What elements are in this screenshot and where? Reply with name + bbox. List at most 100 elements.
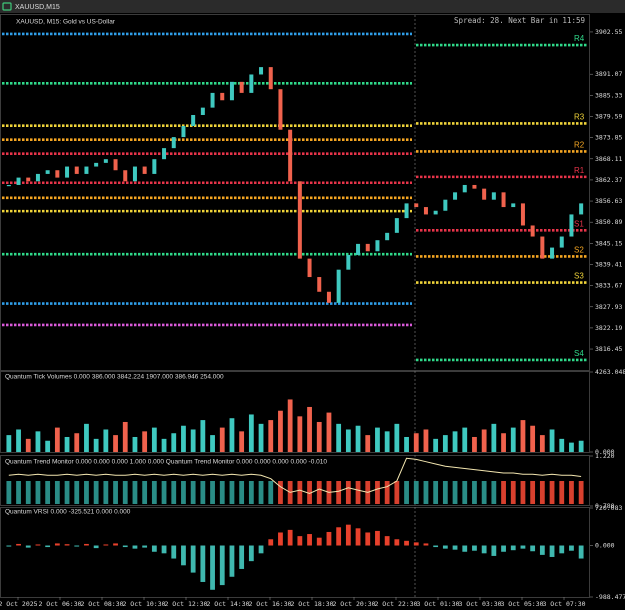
vrsi-bar — [404, 540, 409, 546]
candle — [229, 81, 234, 101]
volume-bar — [151, 427, 157, 452]
volume-bar — [491, 423, 497, 452]
candle — [55, 170, 60, 178]
candle — [336, 269, 341, 303]
trend-line — [8, 457, 582, 495]
volume-bar — [171, 433, 177, 452]
candle — [132, 166, 137, 182]
vrsi-bar — [510, 545, 516, 551]
trend-bar — [181, 481, 186, 504]
candle — [6, 184, 11, 187]
volume-header: Quantum Tick Volumes 0.000 386.000 3842.… — [5, 374, 224, 381]
volume-bar — [248, 414, 254, 452]
vrsi-bar — [355, 528, 361, 546]
trend-bar — [54, 481, 60, 504]
spread-label: Spread: 28. Next Bar in 11:59 — [454, 16, 585, 25]
trend-bar — [413, 481, 419, 504]
trend-bar — [103, 481, 109, 504]
volume-bar — [539, 435, 545, 452]
volume-bar — [84, 423, 89, 452]
trend-bar — [307, 481, 312, 504]
vrsi-bar — [113, 543, 118, 546]
trend-bar — [569, 481, 574, 504]
vrsi-bar — [248, 545, 254, 562]
vrsi-bar — [394, 539, 400, 546]
candle — [162, 148, 167, 160]
trend-bar — [530, 481, 536, 504]
candle — [433, 210, 438, 215]
candle — [326, 291, 331, 303]
trend-bar — [278, 481, 283, 504]
candle — [550, 247, 555, 259]
time-label: 3 Oct 05:30 — [500, 600, 543, 608]
vrsi-bar — [491, 545, 497, 556]
vrsi-bar — [74, 545, 80, 547]
trend-bar — [190, 481, 196, 504]
volume-bar — [569, 442, 574, 452]
candle — [200, 107, 205, 115]
trend-bar — [35, 481, 41, 504]
volume-bar — [287, 399, 293, 452]
vrsi-bar — [6, 545, 12, 547]
volume-bar — [433, 438, 439, 452]
candle — [103, 159, 108, 163]
volume-bar — [316, 421, 322, 452]
trend-bar — [239, 481, 245, 504]
vrsi-bar — [365, 532, 371, 546]
vrsi-header: Quantum VRSI 0.000 -325.521 0.000 0.000 — [5, 509, 131, 516]
vrsi-bar — [93, 545, 99, 549]
candle — [307, 258, 312, 278]
candle — [16, 177, 21, 185]
trend-bar — [268, 481, 274, 504]
trend-bar — [355, 481, 361, 504]
candle — [84, 166, 89, 174]
y-tick-label: 3868.11 — [595, 155, 622, 163]
y-tick-label: 4263.048 — [595, 368, 625, 376]
trend-bar — [501, 481, 506, 504]
trend-bar — [122, 481, 128, 504]
volume-bar — [132, 436, 138, 452]
trend-bar — [258, 481, 264, 504]
time-label: 2 Oct 14:30 — [206, 600, 249, 608]
y-tick-label: 3862.37 — [595, 176, 622, 184]
candle — [453, 192, 458, 200]
trend-bar — [16, 481, 21, 504]
vrsi-bar — [25, 545, 31, 548]
trend-bar — [433, 481, 439, 504]
time-label: 3 Oct 07:30 — [542, 600, 585, 608]
title-bar — [0, 0, 625, 13]
volume-bar — [161, 438, 167, 452]
candle — [317, 277, 322, 292]
level-label: S3 — [574, 272, 584, 281]
y-tick-label: 0.000 — [595, 448, 615, 456]
time-label: 2 Oct 18:30 — [290, 600, 333, 608]
volume-bar — [472, 436, 477, 452]
candle — [45, 170, 50, 174]
candle — [123, 170, 128, 182]
vrsi-bar — [181, 545, 186, 566]
candle — [462, 184, 467, 193]
vrsi-bar — [210, 545, 215, 590]
candle — [443, 199, 448, 211]
vrsi-bar — [336, 527, 342, 546]
trend-bar — [229, 481, 235, 504]
candle — [94, 162, 99, 167]
level-label: R2 — [574, 141, 585, 150]
y-tick-label: 0.000 — [595, 542, 615, 550]
volume-bar — [423, 429, 429, 452]
candle — [404, 203, 409, 219]
vrsi-bar — [132, 545, 138, 549]
candle — [540, 236, 545, 259]
vrsi-bar — [35, 544, 41, 546]
trend-bar — [549, 481, 555, 504]
level-label: S2 — [574, 246, 584, 255]
level-label: S4 — [574, 349, 584, 358]
volume-bar — [6, 435, 12, 452]
volume-bar — [74, 433, 80, 452]
volume-bar — [355, 425, 361, 452]
candle — [346, 254, 351, 270]
vrsi-bar — [229, 545, 235, 577]
trend-bar — [25, 481, 31, 504]
trend-bar — [248, 481, 254, 504]
trend-bar — [113, 481, 118, 504]
